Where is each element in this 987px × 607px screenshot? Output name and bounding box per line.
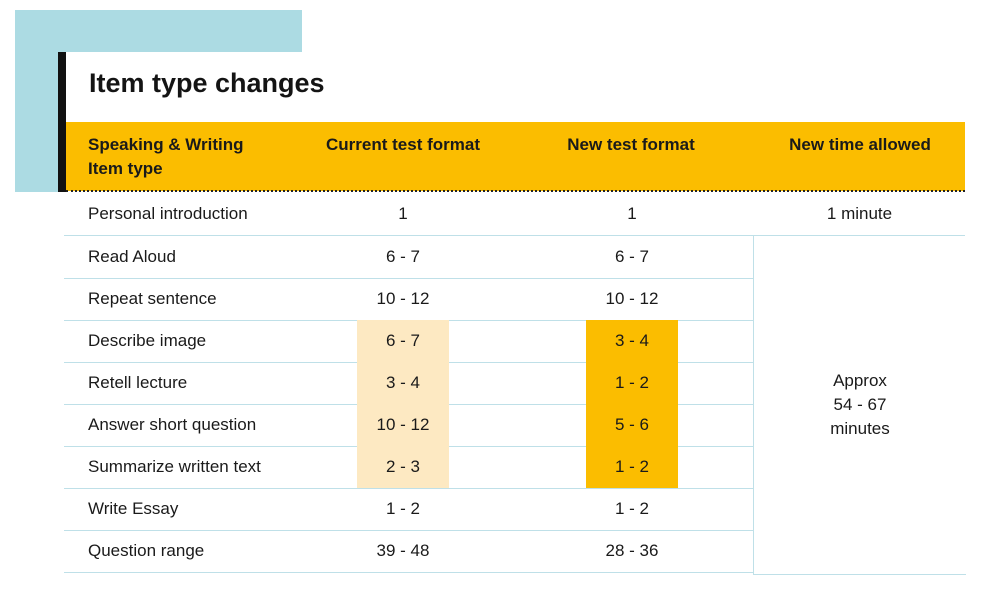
table-row: Summarize written text 2 - 3 1 - 2 [64, 446, 753, 489]
table-row: Repeat sentence 10 - 12 10 - 12 [64, 278, 753, 321]
new-format-cell-highlighted: 5 - 6 [586, 404, 678, 446]
time-allowed-text: Approx 54 - 67 minutes [830, 369, 890, 441]
item-type-cell: Question range [88, 541, 205, 560]
current-format-cell-highlighted: 10 - 12 [357, 404, 449, 446]
new-format-cell-highlighted: 1 - 2 [586, 362, 678, 404]
header-divider [66, 190, 965, 192]
item-type-cell: Summarize written text [88, 457, 261, 476]
new-format-cell: 6 - 7 [614, 247, 650, 266]
current-format-cell-highlighted: 6 - 7 [357, 320, 449, 362]
new-format-cell: 10 - 12 [605, 289, 659, 308]
item-type-cell: Read Aloud [88, 247, 176, 266]
header-item-type-line1: Speaking & Writing [88, 135, 244, 154]
new-format-cell: 28 - 36 [605, 541, 659, 560]
current-format-cell: 1 [398, 204, 408, 223]
time-allowed-line1: Approx [833, 371, 887, 390]
current-format-cell: 6 - 7 [385, 247, 421, 266]
table-row: Read Aloud 6 - 7 6 - 7 [64, 236, 753, 279]
time-allowed-merged-cell: Approx 54 - 67 minutes [753, 236, 966, 575]
new-format-cell-highlighted: 3 - 4 [586, 320, 678, 362]
current-format-cell-highlighted: 2 - 3 [357, 446, 449, 488]
new-format-cell: 1 [627, 204, 637, 223]
new-format-cell: 1 - 2 [614, 499, 650, 518]
header-new-format: New test format [567, 135, 695, 154]
table-row: Describe image 6 - 7 3 - 4 [64, 320, 753, 363]
header-current-format: Current test format [326, 135, 480, 154]
current-format-cell: 1 - 2 [385, 499, 421, 518]
item-type-cell: Write Essay [88, 499, 179, 518]
time-allowed-line2: 54 - 67 [833, 395, 887, 414]
title-side-bar [58, 52, 66, 192]
current-format-cell: 10 - 12 [376, 289, 430, 308]
table-row: Retell lecture 3 - 4 1 - 2 [64, 362, 753, 405]
table-row: Write Essay 1 - 2 1 - 2 [64, 488, 753, 531]
item-type-cell: Describe image [88, 331, 207, 350]
item-type-cell: Retell lecture [88, 373, 188, 392]
page-title: Item type changes [89, 68, 325, 98]
item-type-cell: Personal introduction [88, 204, 248, 223]
time-allowed-cell: 1 minute [826, 204, 893, 223]
header-new-time: New time allowed [789, 135, 931, 154]
table-header [66, 122, 965, 191]
table-row: Personal introduction 1 1 1 minute [64, 193, 965, 236]
new-format-cell-highlighted: 1 - 2 [586, 446, 678, 488]
current-format-cell: 39 - 48 [376, 541, 430, 560]
current-format-cell-highlighted: 3 - 4 [357, 362, 449, 404]
header-item-type: Speaking & Writing Item type [88, 133, 308, 181]
time-allowed-line3: minutes [830, 419, 890, 438]
table-row: Question range 39 - 48 28 - 36 [64, 530, 753, 573]
item-type-cell: Repeat sentence [88, 289, 217, 308]
table-row: Answer short question 10 - 12 5 - 6 [64, 404, 753, 447]
header-item-type-line2: Item type [88, 159, 163, 178]
item-type-cell: Answer short question [88, 415, 257, 434]
